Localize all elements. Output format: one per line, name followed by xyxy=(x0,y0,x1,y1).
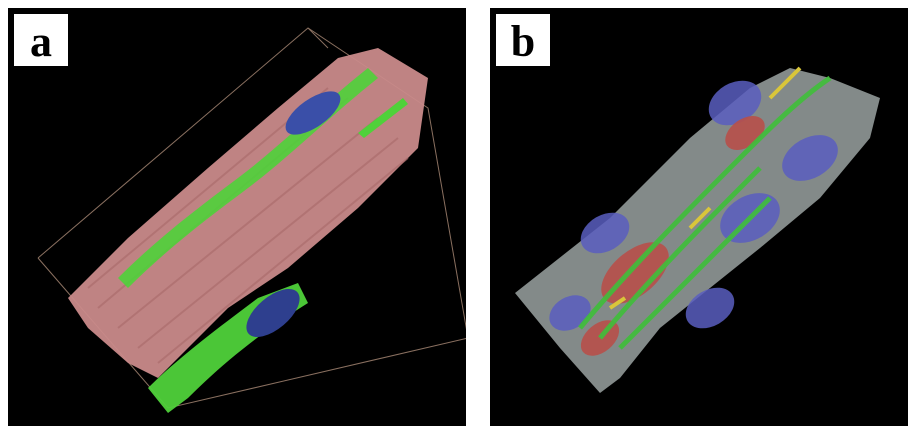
panel-b-label: b xyxy=(494,12,552,68)
fibers-yellow xyxy=(608,66,802,310)
nucleus-lower xyxy=(246,289,300,337)
panel-a-label: a xyxy=(12,12,70,68)
panel-a: a xyxy=(8,8,466,426)
panel-b-render xyxy=(515,66,880,393)
nuclei-purple xyxy=(549,80,838,331)
panel-a-render xyxy=(37,27,466,413)
membrane-right xyxy=(358,98,408,138)
fibers-green xyxy=(578,75,832,350)
nucleus-upper xyxy=(285,91,341,135)
panel-b: b xyxy=(490,8,908,426)
